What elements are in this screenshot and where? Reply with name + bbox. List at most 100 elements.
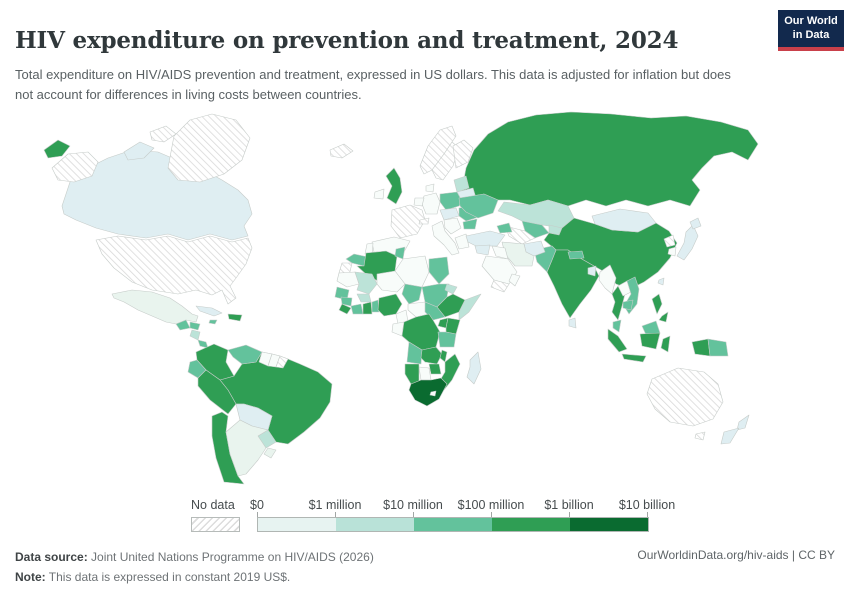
country-cambodia[interactable] (622, 299, 634, 311)
country-bangladesh[interactable] (587, 265, 597, 277)
country-indonesia-sumatra[interactable] (607, 328, 628, 353)
country-australia-tasmania[interactable] (694, 431, 706, 441)
country-japan[interactable] (676, 224, 699, 261)
country-mauritania[interactable] (336, 271, 360, 288)
country-balkans[interactable] (443, 217, 462, 235)
country-caucasus[interactable] (496, 222, 513, 234)
country-yemen[interactable] (490, 279, 510, 293)
country-bulgaria[interactable] (462, 218, 478, 230)
country-philippines-north[interactable] (651, 293, 663, 315)
country-germany[interactable] (421, 192, 441, 215)
country-australia[interactable] (646, 367, 724, 427)
country-niger[interactable] (376, 270, 406, 293)
country-angola[interactable] (406, 341, 423, 365)
no-data-swatch[interactable] (191, 517, 240, 532)
country-turkmenistan[interactable] (504, 225, 536, 245)
country-papua-new-guinea[interactable] (707, 338, 729, 357)
country-indonesia-kalimantan[interactable] (639, 332, 661, 350)
country-greece[interactable] (454, 233, 470, 250)
country-egypt[interactable] (428, 256, 450, 285)
country-indonesia-java[interactable] (621, 353, 647, 363)
country-usa-alaska[interactable] (51, 151, 99, 183)
footer-link[interactable]: OurWorldinData.org/hiv-aids | CC BY (637, 548, 835, 562)
country-honduras[interactable] (189, 321, 201, 331)
legend-bin-0[interactable] (258, 518, 336, 531)
legend-bin-1[interactable] (336, 518, 414, 531)
country-new-zealand-north[interactable] (736, 414, 750, 431)
country-somalia[interactable] (458, 293, 482, 321)
legend-tick-mark (257, 512, 258, 517)
legend-tick-mark (335, 512, 336, 517)
country-syria-jordan[interactable] (474, 244, 491, 256)
country-usa[interactable] (95, 235, 253, 305)
country-turkey[interactable] (465, 230, 506, 247)
country-zimbabwe[interactable] (428, 363, 442, 375)
country-ireland[interactable] (373, 188, 385, 200)
country-south-africa[interactable] (408, 377, 448, 407)
country-french-guiana[interactable] (275, 355, 289, 369)
country-burkina-faso[interactable] (356, 293, 372, 303)
country-denmark[interactable] (425, 183, 435, 193)
country-canadian-arctic[interactable] (123, 141, 155, 161)
country-kenya[interactable] (445, 317, 461, 335)
country-indonesia-papua[interactable] (691, 338, 711, 357)
country-taiwan[interactable] (657, 277, 665, 286)
country-ukraine[interactable] (458, 193, 499, 219)
country-mongolia[interactable] (591, 208, 657, 233)
legend-bin-2[interactable] (414, 518, 492, 531)
country-united-kingdom[interactable] (385, 167, 403, 205)
country-oman[interactable] (508, 273, 521, 287)
country-finland[interactable] (452, 139, 474, 169)
country-chad[interactable] (401, 283, 423, 305)
country-north-korea[interactable] (663, 234, 676, 248)
country-nepal[interactable] (567, 250, 585, 260)
country-argentina[interactable] (225, 419, 269, 477)
country-indonesia-sulawesi[interactable] (660, 335, 671, 353)
country-norway[interactable] (419, 125, 457, 175)
legend-bin-3[interactable] (492, 518, 570, 531)
country-poland[interactable] (439, 191, 463, 211)
country-sierra-leone-liberia[interactable] (338, 303, 352, 315)
country-arctic-islands[interactable] (149, 125, 177, 143)
country-new-zealand-south[interactable] (720, 427, 740, 445)
country-mexico[interactable] (111, 289, 199, 325)
country-benelux[interactable] (413, 197, 425, 207)
country-india[interactable] (546, 249, 600, 319)
country-south-korea[interactable] (667, 246, 677, 257)
country-italy[interactable] (431, 220, 460, 256)
country-philippines-south[interactable] (658, 311, 669, 323)
country-russia-chukotka[interactable] (43, 139, 71, 159)
legend-bin-4[interactable] (570, 518, 648, 531)
country-greenland[interactable] (167, 113, 251, 183)
country-russia[interactable] (461, 111, 759, 207)
country-iceland[interactable] (329, 143, 354, 159)
country-dr-congo[interactable] (401, 313, 441, 351)
country-zambia[interactable] (420, 346, 443, 365)
country-madagascar[interactable] (466, 351, 482, 385)
country-lesotho[interactable] (429, 390, 437, 397)
country-jamaica[interactable] (208, 319, 218, 325)
country-uruguay[interactable] (263, 447, 277, 459)
country-costa-rica[interactable] (197, 339, 209, 349)
country-tanzania[interactable] (437, 331, 457, 348)
country-malawi[interactable] (439, 349, 448, 363)
country-baltic-states[interactable] (453, 175, 470, 193)
country-cote-divoire[interactable] (350, 303, 364, 315)
country-nicaragua[interactable] (189, 329, 201, 341)
country-namibia[interactable] (404, 363, 420, 385)
no-data-label: No data (191, 498, 235, 512)
legend-tick-2: $10 million (383, 498, 443, 512)
country-france[interactable] (390, 204, 426, 239)
country-cuba[interactable] (195, 305, 223, 317)
country-sri-lanka[interactable] (568, 317, 577, 329)
country-nigeria[interactable] (377, 293, 403, 317)
country-switzerland[interactable] (418, 217, 430, 225)
country-botswana[interactable] (418, 366, 432, 381)
country-japan-hokkaido[interactable] (689, 217, 702, 230)
country-malaysia[interactable] (612, 319, 622, 333)
country-togo-benin[interactable] (371, 299, 380, 313)
country-hispaniola[interactable] (227, 313, 243, 322)
country-uzbekistan[interactable] (521, 220, 550, 239)
country-ghana[interactable] (362, 301, 373, 315)
country-venezuela[interactable] (227, 344, 263, 365)
